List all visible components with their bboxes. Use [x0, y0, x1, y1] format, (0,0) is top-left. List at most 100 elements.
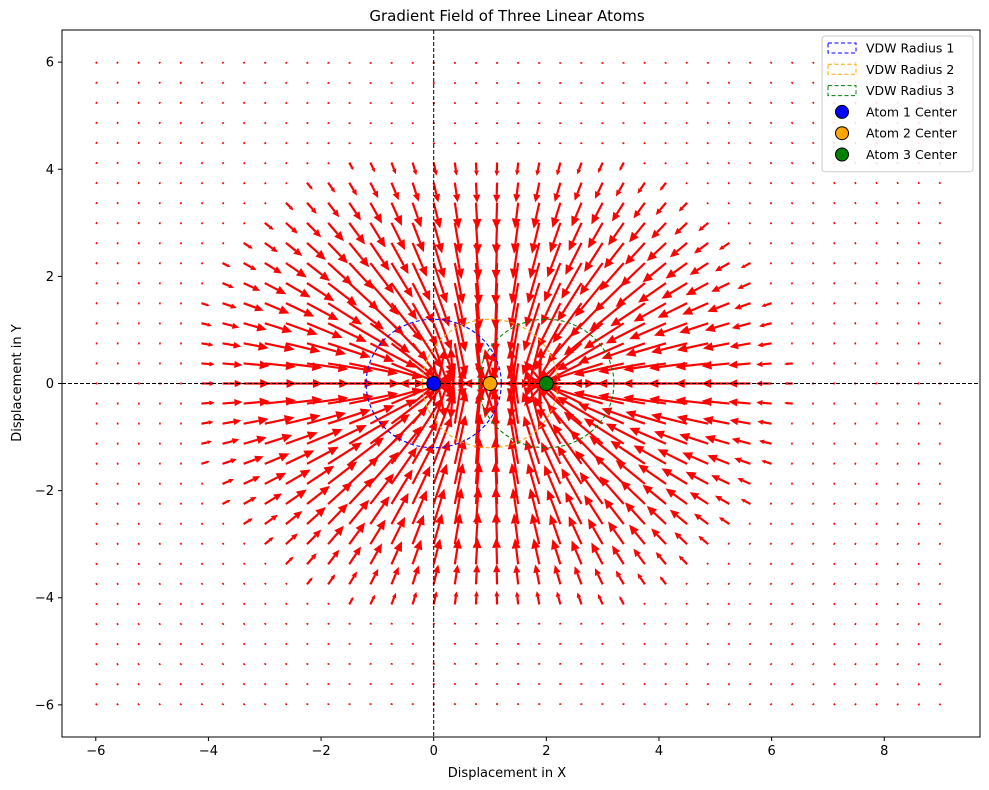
- field-arrow: [583, 322, 625, 349]
- field-arrow: [685, 471, 709, 485]
- field-arrow: [390, 622, 393, 625]
- field-arrow: [727, 181, 731, 185]
- field-arrow-stub: [706, 181, 709, 185]
- field-arrow: [411, 282, 434, 324]
- field-arrow-head: [359, 256, 370, 268]
- field-arrow-shaft: [285, 515, 297, 525]
- field-arrow-head: [207, 440, 212, 445]
- field-arrow-head: [524, 316, 534, 328]
- field-arrow-head: [583, 339, 595, 349]
- field-arrow: [390, 142, 393, 145]
- field-arrow-head: [594, 301, 605, 312]
- field-arrow-shaft: [453, 448, 464, 485]
- field-arrow-head: [758, 439, 765, 445]
- field-arrow-shaft: [515, 548, 520, 565]
- field-arrow-head: [275, 285, 287, 295]
- field-arrow-stub: [116, 562, 119, 566]
- field-arrow-stub: [769, 482, 772, 485]
- field-arrow-stub: [348, 642, 351, 646]
- field-arrow-head: [359, 349, 371, 359]
- field-arrow-head: [543, 290, 553, 302]
- field-arrow: [651, 528, 667, 545]
- field-arrow: [727, 702, 731, 706]
- field-arrow: [661, 282, 688, 299]
- field-arrow-stub: [369, 682, 372, 686]
- field-arrow-shaft: [662, 322, 688, 334]
- field-arrow-shaft: [411, 572, 418, 585]
- field-arrow-shaft: [369, 402, 409, 425]
- field-arrow-shaft: [390, 597, 396, 605]
- field-arrow-head: [729, 341, 739, 350]
- atom-center-marker-2: [482, 376, 498, 391]
- field-arrow: [242, 121, 246, 125]
- field-arrow-stub: [221, 101, 225, 105]
- field-arrow-stub: [811, 201, 815, 205]
- field-arrow-head: [268, 536, 274, 542]
- field-arrow-stub: [748, 522, 752, 525]
- field-arrow: [348, 182, 358, 196]
- field-arrow: [748, 121, 752, 125]
- field-arrow-shaft: [474, 447, 481, 485]
- field-arrow: [748, 682, 752, 686]
- field-arrow-head: [392, 191, 399, 201]
- field-arrow: [95, 502, 98, 505]
- field-arrow-stub: [200, 161, 204, 165]
- field-arrow-stub: [137, 502, 140, 505]
- field-arrow-stub: [95, 602, 98, 606]
- field-arrow: [727, 542, 730, 545]
- field-arrow: [473, 162, 479, 176]
- field-arrow: [348, 596, 354, 605]
- field-arrow-shaft: [264, 539, 271, 546]
- x-tick-label: −4: [199, 744, 218, 759]
- field-arrow: [306, 682, 309, 686]
- field-arrow: [685, 161, 688, 165]
- field-arrow-head: [657, 309, 669, 318]
- field-arrow-shaft: [600, 282, 625, 306]
- field-arrow-stub: [327, 642, 330, 646]
- field-arrow: [938, 221, 941, 225]
- field-arrow: [682, 452, 709, 465]
- field-arrow-stub: [875, 181, 878, 185]
- field-arrow-stub: [221, 161, 225, 165]
- field-arrow-shaft: [369, 527, 382, 545]
- field-arrow-stub: [200, 262, 204, 265]
- field-arrow: [790, 262, 794, 265]
- field-arrow-head: [306, 327, 318, 336]
- field-arrow-head: [707, 304, 718, 313]
- field-arrow-shaft: [285, 494, 300, 505]
- field-arrow-head: [676, 343, 688, 353]
- field-arrow-shaft: [453, 162, 457, 171]
- field-arrow-shaft: [264, 456, 281, 465]
- field-arrow: [896, 562, 899, 566]
- field-arrow: [711, 282, 730, 292]
- field-arrow-head: [728, 398, 738, 407]
- field-arrow-head: [355, 233, 366, 245]
- field-arrow-shaft: [618, 302, 646, 322]
- field-arrow-stub: [390, 622, 393, 625]
- field-arrow-stub: [727, 181, 731, 185]
- field-arrow-stub: [242, 161, 246, 165]
- field-arrow: [242, 201, 246, 205]
- field-arrow: [875, 502, 878, 505]
- field-arrow: [706, 161, 710, 165]
- field-arrow-stub: [179, 703, 183, 706]
- field-arrow: [938, 703, 942, 706]
- field-arrow-stub: [158, 622, 162, 626]
- field-arrow-shaft: [524, 400, 541, 445]
- field-arrow-head: [734, 303, 742, 310]
- legend-item: VDW Radius 2: [827, 62, 954, 77]
- field-arrow-stub: [896, 221, 899, 225]
- field-arrow-stub: [327, 141, 330, 145]
- field-arrow: [748, 201, 752, 205]
- field-arrow-stub: [854, 221, 857, 225]
- field-arrow: [369, 594, 375, 605]
- field-arrow: [306, 282, 335, 302]
- field-arrow: [327, 322, 367, 342]
- field-arrow-head: [653, 430, 665, 440]
- field-arrow-head: [226, 499, 231, 503]
- field-arrow: [565, 242, 583, 276]
- field-arrow: [95, 522, 98, 526]
- field-arrow-stub: [727, 582, 731, 586]
- field-arrow-shaft: [544, 450, 562, 485]
- field-arrow-head: [413, 539, 423, 551]
